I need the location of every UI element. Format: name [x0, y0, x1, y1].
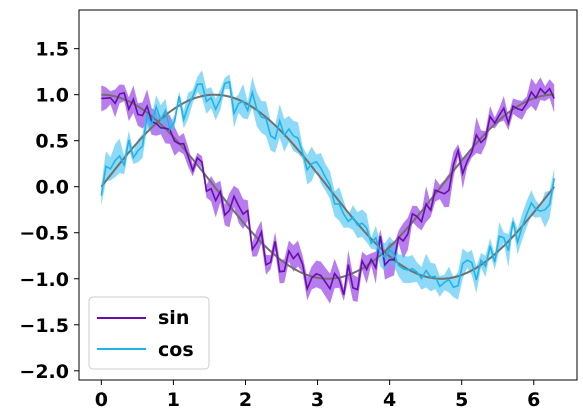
axes-frame — [78, 9, 578, 381]
y-tick-label: −1.0 — [19, 269, 69, 291]
series-line-cos — [100, 80, 555, 289]
x-tick-label: 2 — [239, 389, 252, 411]
x-tick-label: 0 — [95, 389, 108, 411]
x-tick-label: 3 — [311, 389, 324, 411]
legend-label-sin: sin — [158, 307, 189, 329]
legend: sin cos — [88, 296, 210, 370]
legend-label-cos: cos — [158, 339, 194, 361]
band-sin — [101, 77, 555, 304]
reference-curve-sin — [101, 93, 555, 280]
y-axis: −2.0 −1.5 −1.0 −0.5 0.0 0.5 1.0 1.5 — [19, 39, 79, 383]
confidence-bands — [101, 70, 555, 304]
x-tick-label: 5 — [455, 389, 468, 411]
y-tick-label: 0.5 — [35, 131, 69, 153]
x-tick-label: 6 — [527, 389, 540, 411]
series-line-sin — [101, 87, 555, 296]
y-tick-label: −0.5 — [19, 223, 69, 245]
series-lines — [100, 80, 555, 296]
x-axis: 0 1 2 3 4 5 6 — [95, 380, 540, 411]
band-cos — [101, 70, 555, 300]
y-tick-label: 0.0 — [35, 177, 69, 199]
y-tick-label: −1.5 — [19, 315, 69, 337]
y-tick-label: 1.0 — [35, 85, 69, 107]
y-tick-label: −2.0 — [19, 361, 69, 383]
x-tick-label: 1 — [167, 389, 180, 411]
x-tick-label: 4 — [383, 389, 396, 411]
legend-box — [88, 296, 210, 370]
y-tick-label: 1.5 — [35, 39, 69, 61]
